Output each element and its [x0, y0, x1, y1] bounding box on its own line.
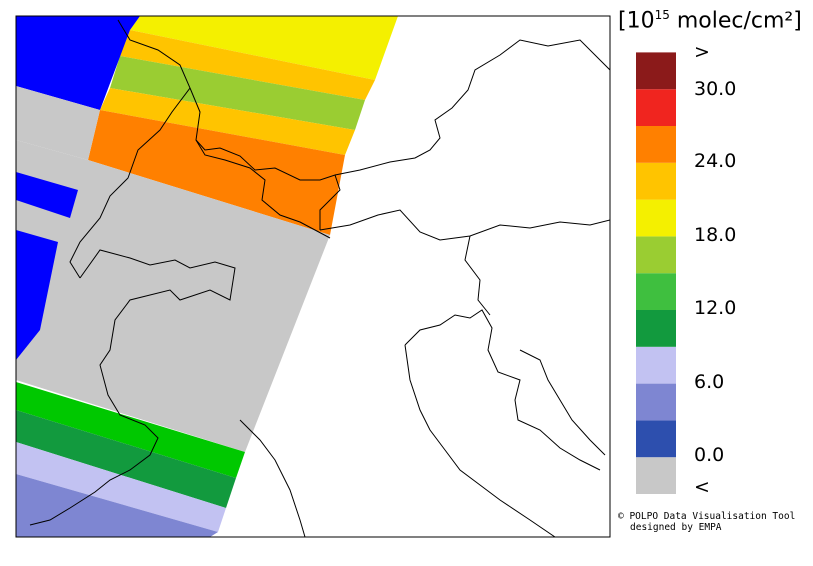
legend-tick-label: 24.0: [694, 150, 737, 172]
legend-swatch: [636, 457, 676, 494]
legend-swatch: [636, 199, 676, 237]
border-alps-south: [319, 209, 610, 241]
legend-tick-label: 12.0: [694, 297, 737, 319]
map-frame: [15, 15, 611, 538]
border-france-italy: [29, 249, 236, 526]
pixel-blue-top: [16, 16, 140, 110]
border-austria-italy: [334, 39, 610, 176]
pixel-orange: [88, 110, 345, 235]
legend-swatch: [636, 346, 676, 384]
legend-swatch: [636, 273, 676, 310]
pixel-yellow: [130, 16, 398, 80]
pixel-blue-low: [16, 230, 58, 360]
pixel-lavender: [16, 442, 226, 532]
coast-adriatic: [404, 309, 601, 471]
coast-italy-west: [239, 419, 306, 537]
pixel-orange-light: [120, 30, 375, 100]
satellite-swath: [16, 16, 398, 537]
coast-croatia: [519, 349, 606, 456]
legend-swatch: [636, 126, 676, 163]
pixel-grey-band: [16, 140, 330, 452]
legend-swatch: [636, 383, 676, 421]
credit-text: © POLPO Data Visualisation Tool designed…: [618, 511, 795, 533]
legend-swatch: [636, 89, 676, 126]
legend-tick-label: 30.0: [694, 78, 737, 100]
pixel-grey-gap: [16, 86, 100, 160]
credit-line-1: © POLPO Data Visualisation Tool: [618, 511, 796, 522]
legend-label-less: <: [694, 476, 710, 498]
coast-italy-east: [404, 344, 556, 537]
legend-swatch: [636, 420, 676, 458]
legend-swatch: [636, 162, 676, 200]
legend-swatch: [636, 310, 676, 347]
legend-tick-label: 18.0: [694, 224, 737, 246]
legend-tick-label: 6.0: [694, 371, 725, 393]
border-france-north: [69, 19, 191, 279]
pixel-blue-mid: [16, 172, 78, 218]
legend-tick-label: 0.0: [694, 444, 725, 466]
legend-label-greater: >: [694, 41, 710, 63]
pixel-green-yellow: [110, 56, 365, 130]
border-swiss: [195, 139, 341, 230]
coastlines-borders: [29, 19, 610, 537]
legend-swatch: [636, 52, 676, 90]
legend-title: [1015 molec/cm²]: [618, 8, 802, 34]
pixel-green: [16, 382, 245, 478]
credit-line-2: designed by EMPA: [630, 522, 722, 533]
legend-colorbar: [636, 52, 676, 494]
pixel-periwinkle: [16, 474, 218, 537]
pixel-green-dark: [16, 410, 236, 508]
pixel-orange-light-2: [100, 88, 355, 155]
border-rhine: [189, 87, 331, 239]
border-slovenia: [464, 235, 491, 316]
legend-swatch: [636, 236, 676, 274]
